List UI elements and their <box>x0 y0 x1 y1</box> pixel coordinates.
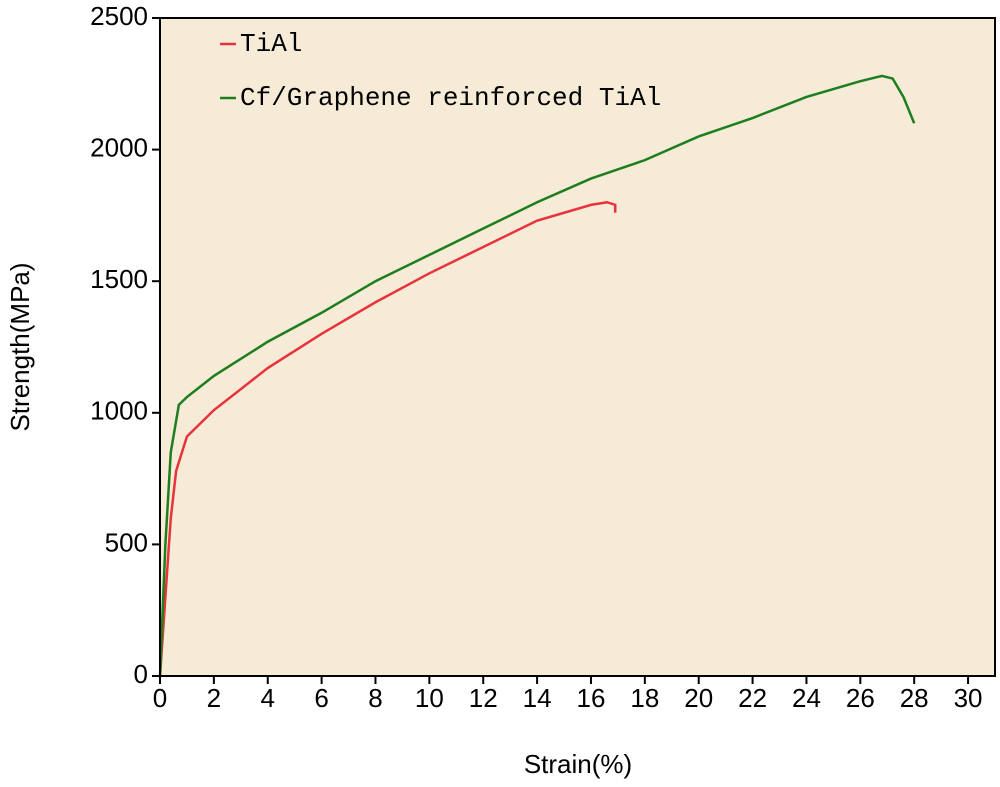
plot-frame <box>159 17 996 677</box>
y-axis-label: Strength(MPa) <box>5 262 35 431</box>
x-tick-label: 12 <box>469 683 498 713</box>
x-tick-label: 24 <box>792 683 821 713</box>
y-tick-label: 1000 <box>90 396 148 426</box>
x-tick-label: 22 <box>738 683 767 713</box>
plot-background <box>160 18 995 676</box>
x-axis-label: Strain(%) <box>524 749 632 779</box>
x-tick-label: 2 <box>207 683 221 713</box>
x-tick-label: 26 <box>846 683 875 713</box>
y-tick-label: 2500 <box>90 1 148 31</box>
x-tick-label: 28 <box>900 683 929 713</box>
x-tick-label: 16 <box>577 683 606 713</box>
series-line <box>158 74 916 677</box>
series-line <box>158 200 617 677</box>
legend: TiAl Cf/Graphene reinforced TiAl <box>220 29 661 113</box>
legend-label: Cf/Graphene reinforced TiAl <box>240 83 661 113</box>
x-tick-label: 6 <box>314 683 328 713</box>
x-tick-label: 0 <box>153 683 167 713</box>
x-tick-label: 8 <box>368 683 382 713</box>
x-tick-label: 30 <box>954 683 983 713</box>
y-tick-label: 1500 <box>90 264 148 294</box>
x-tick-label: 10 <box>415 683 444 713</box>
y-tick-label: 500 <box>105 527 148 557</box>
y-tick-label: 2000 <box>90 132 148 162</box>
x-tick-label: 4 <box>261 683 275 713</box>
y-tick-label: 0 <box>134 659 148 689</box>
legend-label: TiAl <box>240 29 302 59</box>
x-tick-label: 20 <box>684 683 713 713</box>
x-tick-label: 14 <box>523 683 552 713</box>
x-tick-label: 18 <box>630 683 659 713</box>
